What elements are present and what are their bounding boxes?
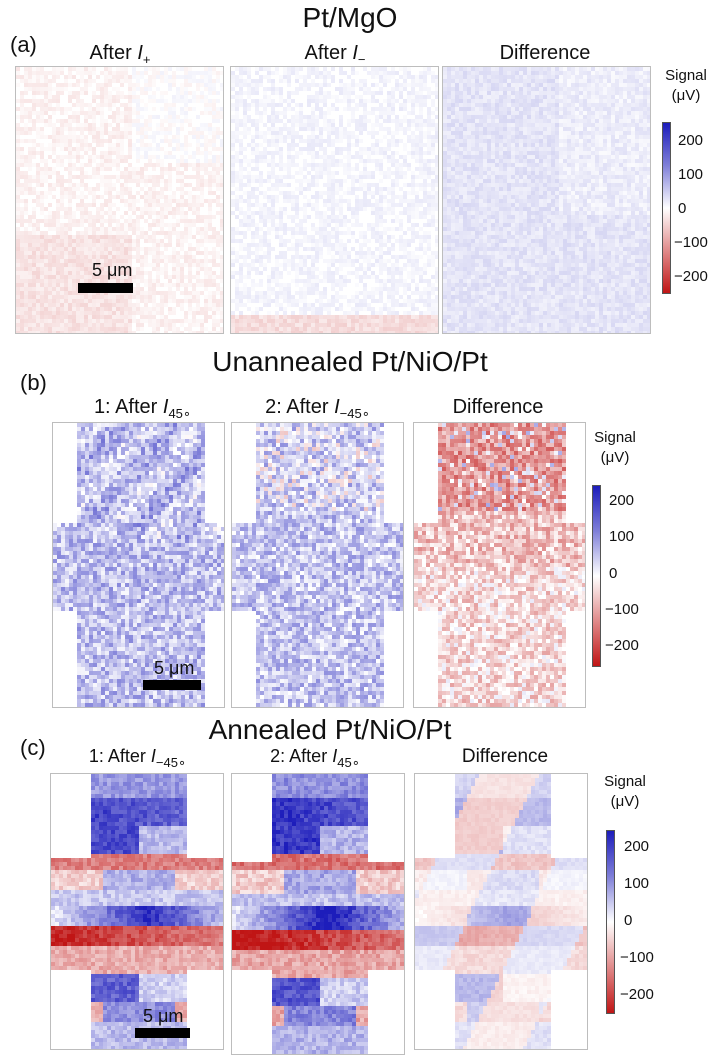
section-c-label: (c) (20, 735, 46, 761)
scalebar-b (143, 680, 201, 690)
colorbar-b-tick-neg200: −200 (605, 637, 639, 654)
scalebar-c-label: 5 μm (143, 1006, 183, 1027)
panel-b1-title: 1: After I45∘ (55, 396, 230, 422)
colorbar-a-tick-100: 100 (678, 166, 703, 183)
colorbar-c-label: Signal (μV) (595, 772, 655, 812)
panel-c1-title: 1: After I−45∘ (55, 746, 220, 771)
colorbar-b-tick-200: 200 (609, 492, 634, 509)
colorbar-b-tick-0: 0 (609, 565, 617, 582)
section-b-label: (b) (20, 370, 47, 396)
map-raster (16, 67, 223, 333)
scalebar-c (135, 1028, 190, 1038)
panel-c2-image (231, 773, 405, 1055)
panel-a3-image (442, 66, 651, 334)
panel-a3-title: Difference (465, 42, 625, 65)
section-a-title: Pt/MgO (230, 2, 470, 34)
map-raster (231, 67, 438, 333)
panel-a1-title: After I+ (40, 42, 200, 67)
scalebar-b-label: 5 μm (154, 658, 194, 679)
map-raster (415, 774, 587, 1049)
colorbar-a-label: Signal (μV) (656, 66, 716, 106)
panel-b2-image (231, 422, 404, 708)
map-raster (443, 67, 650, 333)
panel-c3-title: Difference (425, 746, 585, 768)
panel-c3-image (414, 773, 588, 1050)
panel-a1-image (15, 66, 224, 334)
scalebar-a-label: 5 μm (92, 260, 132, 281)
colorbar-c-tick-0: 0 (624, 912, 632, 929)
map-raster (51, 774, 223, 1049)
map-raster (232, 423, 403, 707)
panel-c1-image (50, 773, 224, 1050)
colorbar-a (662, 122, 671, 294)
panel-a2-image (230, 66, 439, 334)
map-raster (414, 423, 585, 707)
section-a-label: (a) (10, 32, 37, 58)
colorbar-c-tick-200: 200 (624, 838, 649, 855)
panel-a2-title: After I− (255, 42, 415, 67)
map-raster (232, 774, 404, 1054)
colorbar-a-tick-neg200: −200 (674, 268, 708, 285)
colorbar-c (606, 830, 615, 1014)
colorbar-b-tick-neg100: −100 (605, 601, 639, 618)
colorbar-a-tick-200: 200 (678, 132, 703, 149)
colorbar-a-tick-0: 0 (678, 200, 686, 217)
panel-b3-title: Difference (418, 396, 578, 419)
colorbar-b-tick-100: 100 (609, 528, 634, 545)
colorbar-c-tick-100: 100 (624, 875, 649, 892)
map-raster (53, 423, 224, 707)
colorbar-c-tick-neg200: −200 (620, 986, 654, 1003)
colorbar-a-tick-neg100: −100 (674, 234, 708, 251)
panel-b2-title: 2: After I−45∘ (225, 396, 410, 422)
section-c-title: Annealed Pt/NiO/Pt (180, 714, 480, 746)
colorbar-c-tick-neg100: −100 (620, 949, 654, 966)
scalebar-a (78, 283, 133, 293)
panel-b3-image (413, 422, 586, 708)
section-b-title: Unannealed Pt/NiO/Pt (170, 346, 530, 378)
colorbar-b-label: Signal (μV) (585, 428, 645, 468)
panel-b1-image (52, 422, 225, 708)
panel-c2-title: 2: After I45∘ (240, 746, 390, 771)
colorbar-b (592, 485, 601, 667)
